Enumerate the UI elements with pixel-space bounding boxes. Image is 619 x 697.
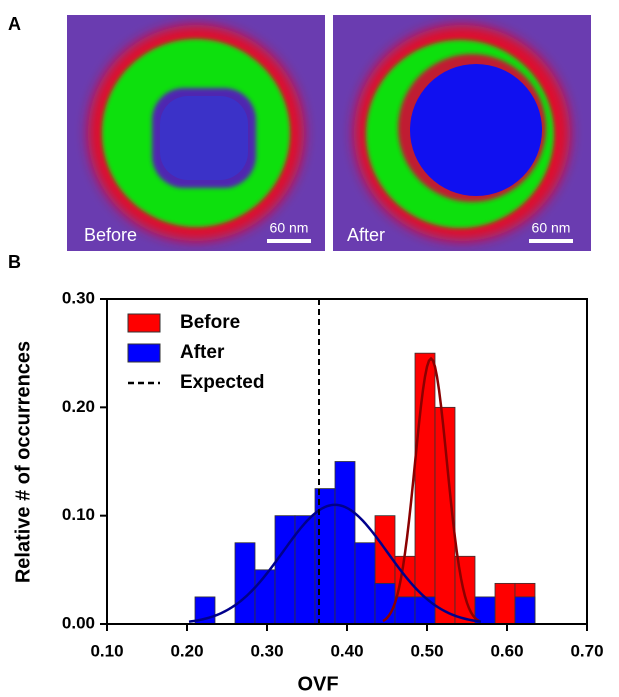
bar [234, 542, 256, 625]
x-tick-label: 0.30 [250, 641, 283, 660]
x-tick-label: 0.70 [570, 641, 603, 660]
x-tick-label: 0.50 [410, 641, 443, 660]
x-tick-label: 0.40 [330, 641, 363, 660]
legend-label: After [180, 342, 225, 363]
legend-label: Expected [180, 372, 264, 393]
scale-bar [529, 239, 573, 243]
image-label: Before [84, 225, 137, 245]
scale-bar [267, 239, 311, 243]
image-label: After [347, 225, 385, 245]
image-after [333, 15, 591, 251]
x-tick-label: 0.20 [170, 641, 203, 660]
image-before [67, 15, 325, 251]
fit-curve [382, 356, 480, 623]
y-tick-label: 0.00 [62, 613, 95, 632]
scale-bar-label: 60 nm [532, 220, 571, 236]
y-tick-label: 0.30 [62, 288, 95, 307]
panel-label: B [8, 252, 21, 272]
bar [334, 461, 356, 625]
bar [414, 596, 436, 625]
fit-curve [188, 503, 482, 623]
bar [414, 352, 436, 625]
bar [494, 582, 516, 625]
y-tick-label: 0.20 [62, 397, 95, 416]
x-tick-label: 0.60 [490, 641, 523, 660]
legend-swatch [127, 343, 161, 363]
bar [354, 542, 376, 625]
legend-label: Before [180, 312, 240, 333]
bar [374, 582, 396, 625]
x-axis-label: OVF [297, 673, 338, 695]
bar [274, 515, 296, 625]
y-axis-label: Relative # of occurrences [12, 341, 34, 583]
legend-swatch [127, 313, 161, 333]
bar [514, 596, 536, 625]
y-tick-label: 0.10 [62, 505, 95, 524]
bar [254, 569, 276, 625]
panel-label: A [8, 14, 21, 34]
bar [394, 596, 416, 625]
scale-bar-label: 60 nm [270, 220, 309, 236]
x-tick-label: 0.10 [90, 641, 123, 660]
